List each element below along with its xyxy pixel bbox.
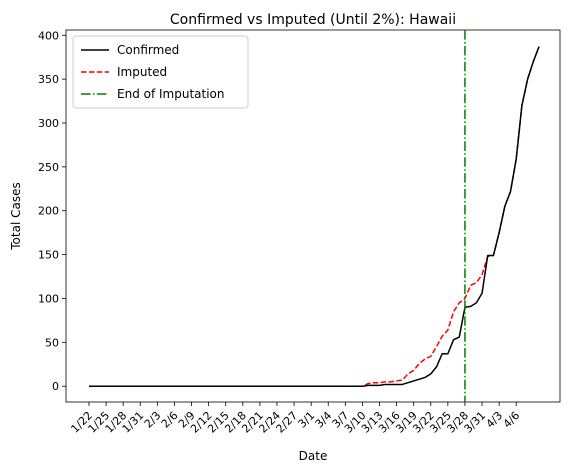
x-axis-ticks: 1/221/251/281/312/32/62/92/122/152/182/2… (68, 402, 522, 436)
y-tick-label: 0 (52, 380, 59, 393)
legend: Confirmed Imputed End of Imputation (72, 35, 249, 109)
series-line-confirmed (89, 46, 540, 387)
x-axis-label: Date (299, 449, 328, 463)
chart-title: Confirmed vs Imputed (Until 2%): Hawaii (170, 12, 456, 28)
legend-label-end-of-imputation: End of Imputation (117, 87, 225, 101)
x-tick-label: 4/6 (501, 409, 523, 431)
legend-box (72, 35, 249, 109)
y-tick-label: 350 (38, 73, 59, 86)
y-tick-label: 50 (45, 336, 59, 349)
y-tick-label: 100 (38, 292, 59, 305)
legend-label-confirmed: Confirmed (117, 43, 179, 57)
y-tick-label: 400 (38, 29, 59, 42)
y-tick-label: 300 (38, 117, 59, 130)
y-tick-label: 200 (38, 205, 59, 218)
y-axis-ticks: 0 50 100 150 200 250 300 350 400 (38, 29, 66, 393)
legend-label-imputed: Imputed (117, 65, 167, 79)
series-layer (89, 30, 540, 402)
y-tick-label: 250 (38, 161, 59, 174)
y-axis-label: Total Cases (9, 182, 23, 250)
y-tick-label: 150 (38, 249, 59, 262)
